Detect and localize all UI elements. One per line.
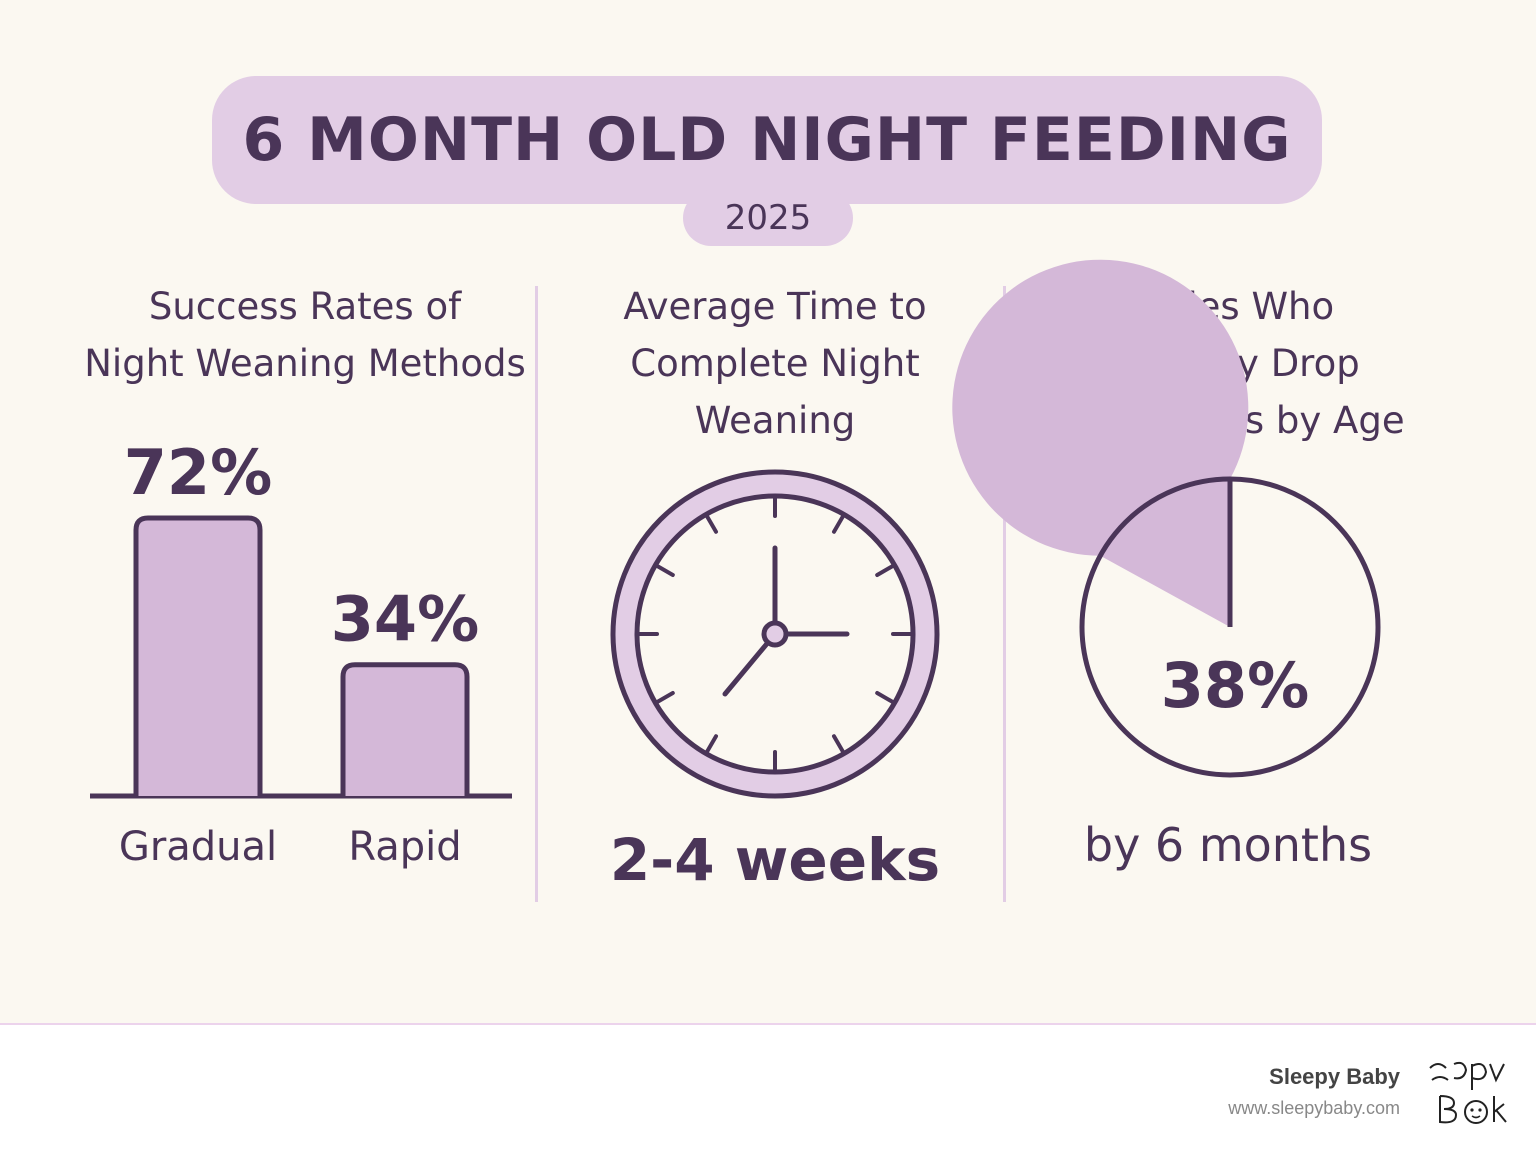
bar-chart: 72% Gradual 34% Rapid (90, 436, 512, 870)
clock-tick (653, 691, 675, 705)
clock-tick (832, 734, 846, 756)
pie-caption: by 6 months (1083, 818, 1373, 872)
clock-tick (875, 691, 897, 705)
pie-chart: 38% (952, 259, 1381, 778)
year-badge: 2025 (683, 190, 853, 246)
year-label: 2025 (724, 198, 812, 238)
average-time-title: Average Time to Complete Night Weaning (623, 285, 927, 442)
clock-tick (653, 563, 675, 577)
bar-value-label: 34% (331, 583, 479, 656)
bar-category-label: Gradual (119, 824, 277, 870)
bar-gradual (133, 515, 263, 796)
bar-value-label: 72% (124, 436, 272, 509)
bar-category-label: Rapid (348, 824, 461, 870)
clock-icon (610, 469, 940, 799)
weaning-duration-value: 2-4 weeks (609, 826, 941, 894)
pie-slice (952, 259, 1249, 627)
pie-value-label: 38% (1161, 649, 1309, 722)
clock-center (761, 620, 789, 648)
clock-tick (704, 512, 718, 534)
panel-divider-right (1003, 286, 1006, 902)
sleepy-baby-logo-icon (1429, 1061, 1507, 1124)
pie-outline (1079, 476, 1381, 778)
clock-tick (832, 512, 846, 534)
footer-url[interactable]: www.sleepybaby.com (1228, 1098, 1400, 1118)
footer-brand-name: Sleepy Baby (1269, 1064, 1400, 1089)
bar-rapid (340, 662, 470, 796)
clock-tick (875, 563, 897, 577)
clock-tick (704, 734, 718, 756)
page-title: 6 MONTH OLD NIGHT FEEDING (242, 105, 1292, 175)
footer (0, 1025, 1536, 1154)
clock-ticks (635, 494, 915, 774)
footer-divider (0, 1023, 1536, 1025)
panel-divider-left (535, 286, 538, 902)
title-banner: 6 MONTH OLD NIGHT FEEDING (212, 76, 1322, 204)
success-rates-title: Success Rates of Night Weaning Methods (84, 285, 526, 385)
